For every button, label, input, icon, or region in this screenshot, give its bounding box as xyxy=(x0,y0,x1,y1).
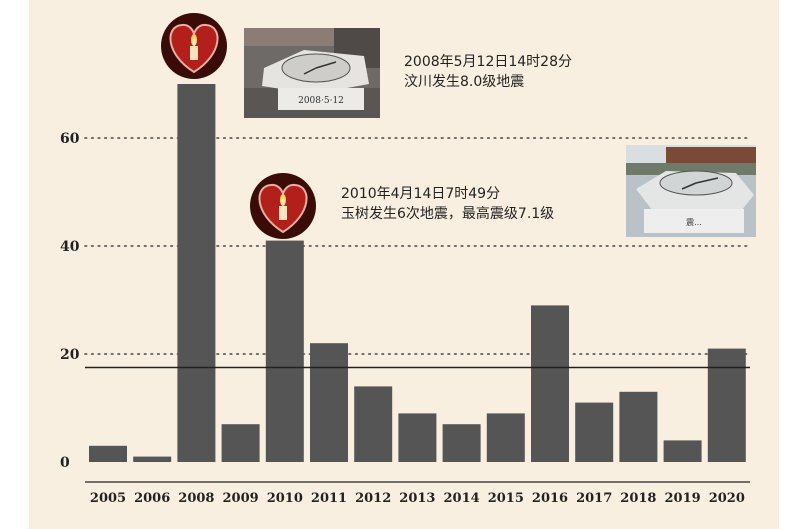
bar xyxy=(486,413,525,462)
bar xyxy=(177,84,216,462)
photo-caption: 2008·5·12 xyxy=(298,96,344,106)
bar xyxy=(89,445,127,462)
bar xyxy=(221,424,260,462)
bar xyxy=(133,456,172,462)
x-tick-label: 2009 xyxy=(223,491,259,506)
x-tick-label: 2006 xyxy=(134,491,170,506)
bar xyxy=(575,402,614,462)
bar xyxy=(310,343,348,462)
x-tick-label: 2012 xyxy=(355,491,391,506)
x-tick-label: 2008 xyxy=(178,491,214,506)
grid-lines xyxy=(84,137,751,355)
annotation-2010-line1: 2010年4月14日7时49分 xyxy=(341,186,501,202)
x-tick-label: 2005 xyxy=(90,491,126,506)
annotation-2010-line2: 玉树发生6次地震，最高震级7.1级 xyxy=(341,206,555,222)
candle-heart-icon xyxy=(161,13,227,79)
candle-heart-icon xyxy=(250,173,316,239)
bar xyxy=(663,440,702,462)
x-tick-label: 2020 xyxy=(709,491,745,506)
x-axis-labels: 2005 2006 2008 2009 2010 2011 2012 2013 2014 2015… xyxy=(90,491,745,506)
y-tick-label: 20 xyxy=(60,347,80,363)
x-tick-label: 2010 xyxy=(267,491,303,506)
bar xyxy=(442,424,481,462)
bar xyxy=(707,348,746,462)
y-tick-label: 40 xyxy=(60,239,80,255)
annotation-2008: 2008年5月12日14时28分 汶川发生8.0级地震 xyxy=(404,52,572,92)
bar xyxy=(398,413,437,462)
annotation-2010: 2010年4月14日7时49分 玉树发生6次地震，最高震级7.1级 xyxy=(341,184,554,224)
bar xyxy=(531,305,569,462)
y-axis-ticks: 0 20 40 60 xyxy=(60,131,80,471)
bar xyxy=(619,391,658,462)
x-tick-label: 2014 xyxy=(444,491,480,506)
y-tick-label: 0 xyxy=(60,455,70,471)
x-tick-label: 2017 xyxy=(576,491,612,506)
bar xyxy=(354,386,393,462)
annotation-2008-line2: 汶川发生8.0级地震 xyxy=(404,74,525,90)
memorial-clock-photo: 2008·5·12 xyxy=(244,28,380,118)
x-tick-label: 2013 xyxy=(399,491,435,506)
x-tick-label: 2018 xyxy=(620,491,656,506)
annotation-2008-line1: 2008年5月12日14时28分 xyxy=(404,54,572,70)
x-tick-label: 2015 xyxy=(488,491,524,506)
y-tick-label: 60 xyxy=(60,131,80,147)
memorial-clock-photo: 震... xyxy=(626,145,756,237)
photo-caption: 震... xyxy=(686,218,702,227)
x-tick-label: 2011 xyxy=(311,491,347,506)
x-tick-label: 2016 xyxy=(532,491,568,506)
bar xyxy=(265,240,304,462)
x-tick-label: 2019 xyxy=(665,491,701,506)
bars xyxy=(89,84,746,462)
